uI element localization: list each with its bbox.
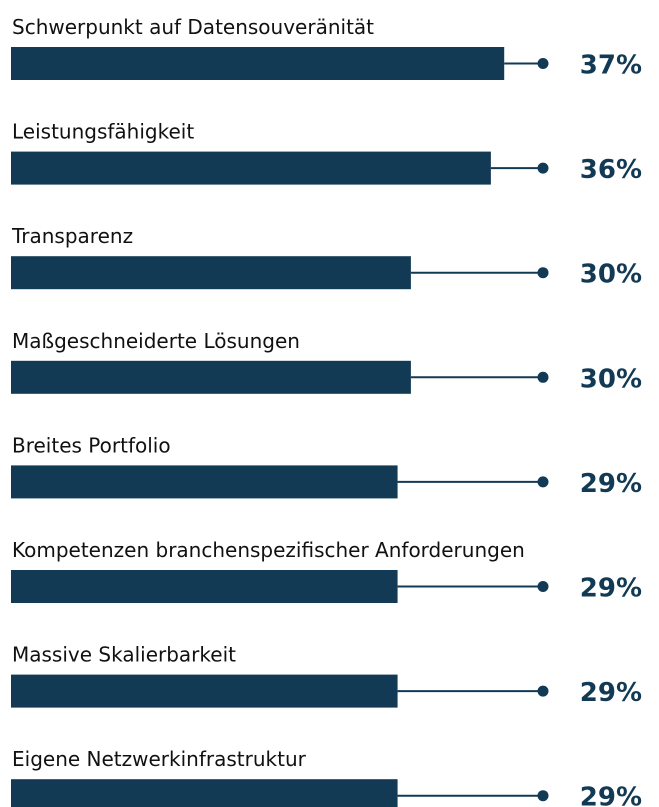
leader-dot [537, 581, 549, 592]
leader-dot [537, 790, 549, 802]
bar [11, 779, 398, 807]
bar [11, 465, 398, 499]
value-label: 29% [580, 783, 642, 807]
bar [11, 151, 491, 185]
category-label: Eigene Netzwerkinfrastruktur [12, 747, 307, 771]
category-label: Massive Skalierbarkeit [12, 643, 236, 667]
bar [11, 570, 398, 603]
value-label: 30% [580, 364, 642, 394]
category-label: Breites Portfolio [12, 433, 171, 457]
value-label: 29% [580, 678, 642, 708]
value-label: 30% [580, 260, 642, 290]
leader-dot [537, 685, 549, 697]
bar [11, 256, 411, 290]
bar [11, 360, 411, 394]
value-label: 37% [580, 51, 642, 81]
value-label: 29% [580, 469, 642, 499]
leader-dot [537, 476, 549, 488]
category-label: Maßgeschneiderte Lösungen [12, 329, 300, 353]
category-label: Schwerpunkt auf Datensouveränität [12, 15, 374, 39]
bar [11, 47, 505, 80]
bar [11, 674, 398, 708]
leader-dot [537, 267, 549, 279]
value-label: 36% [580, 155, 642, 185]
category-label: Leistungsfähigkeit [12, 120, 194, 144]
leader-dot [537, 162, 549, 174]
leader-dot [537, 371, 549, 383]
leader-dot [537, 58, 549, 69]
category-label: Kompetenzen branchenspezifischer Anforde… [12, 538, 525, 562]
category-label: Transparenz [11, 224, 133, 248]
value-label: 29% [580, 574, 642, 604]
